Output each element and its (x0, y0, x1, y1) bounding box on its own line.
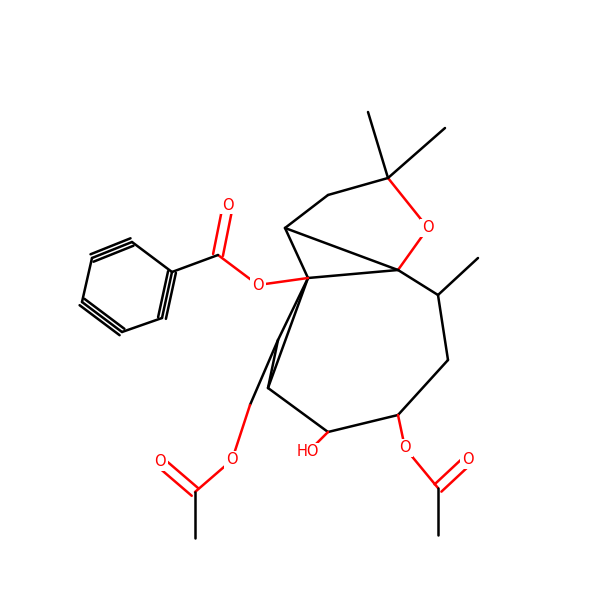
Text: O: O (252, 277, 264, 292)
Text: O: O (399, 440, 411, 455)
Text: O: O (222, 197, 234, 212)
Text: HO: HO (297, 445, 319, 460)
Text: O: O (154, 455, 166, 469)
Text: O: O (226, 452, 238, 467)
Text: O: O (462, 452, 474, 467)
Text: O: O (422, 220, 434, 235)
